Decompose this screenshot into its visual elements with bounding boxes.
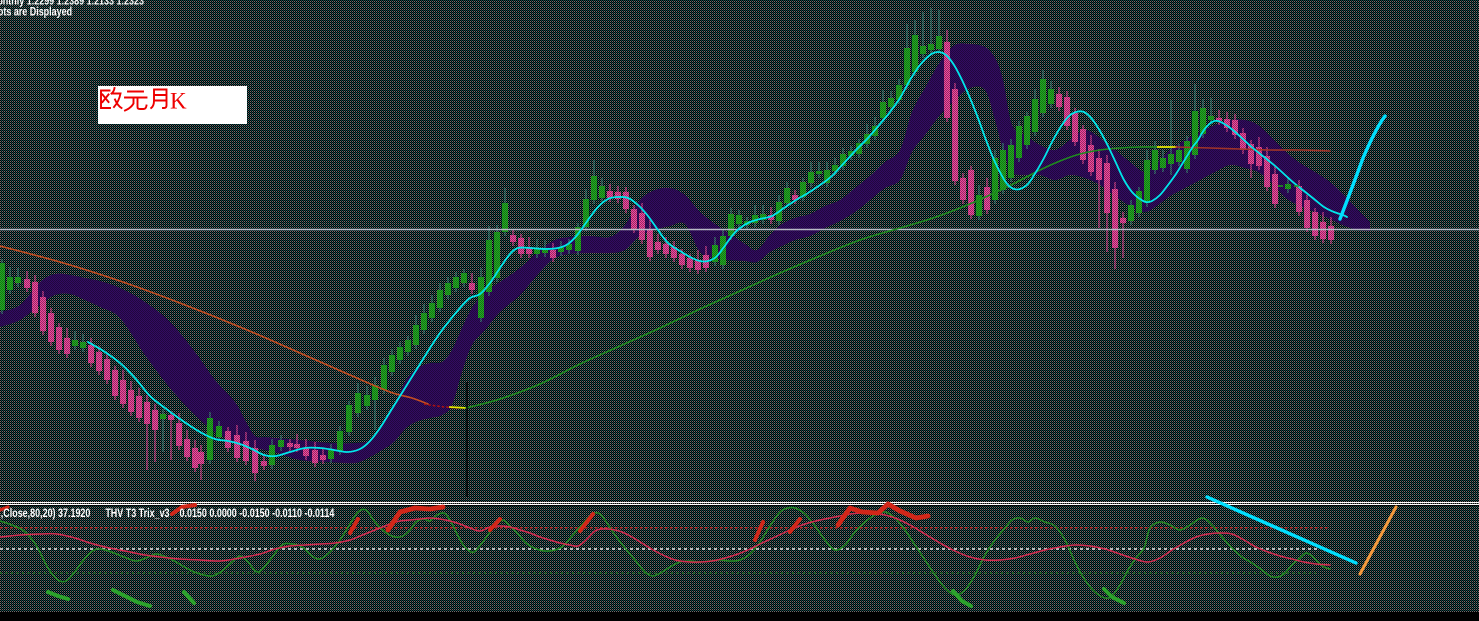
svg-text:,Close,80,20) 37.1920 THV: ,Close,80,20) 37.1920 THV T3 Trix_v3 0.0… [1, 508, 335, 520]
svg-text:Monthly 1.2299 1.2389 1.2133: Monthly 1.2299 1.2389 1.2133 1.2323 [0, 0, 144, 8]
svg-text:Dots are Displayed: Dots are Displayed [0, 7, 72, 19]
svg-text:K: K [170, 89, 187, 114]
